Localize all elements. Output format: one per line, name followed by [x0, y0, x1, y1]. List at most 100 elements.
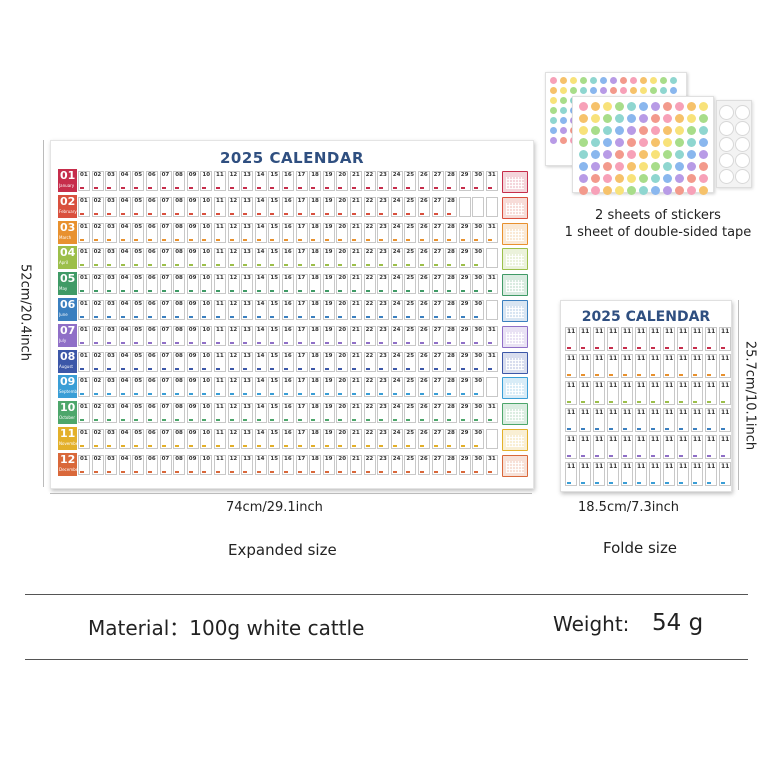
day-number: 31: [488, 352, 496, 359]
weekday-mark: [365, 238, 370, 241]
weekday-mark: [488, 341, 492, 344]
day-number: 14: [256, 275, 265, 282]
day-cell: 20: [336, 274, 349, 295]
day-cell: 26: [418, 429, 430, 449]
day-number: 23: [379, 249, 387, 256]
day-cell: 31: [486, 325, 498, 346]
weekday-mark: [707, 482, 711, 484]
weekday-mark: [392, 445, 397, 447]
weekday-mark: [637, 428, 641, 430]
day-cell: 03: [105, 196, 118, 217]
day-number: 29: [460, 275, 469, 282]
weekday-mark: [693, 347, 697, 349]
day-cell: 02: [91, 377, 104, 398]
day-number: 08: [175, 249, 183, 256]
weekday-mark: [379, 470, 384, 473]
day-number: 19: [324, 172, 333, 178]
day-cell: 24: [390, 300, 403, 320]
sticker-dot: [675, 150, 684, 159]
day-cell: 27: [431, 325, 444, 346]
day-number: 28: [447, 430, 455, 436]
day-number: 23: [379, 455, 387, 462]
month-name: March: [59, 234, 72, 240]
day-cell: 10: [200, 325, 213, 346]
day-cell: 24: [390, 196, 403, 217]
weekday-mark: [216, 470, 220, 473]
day-cell: 03: [105, 222, 118, 243]
day-number: 02: [93, 326, 102, 333]
day-cell: 16: [282, 171, 294, 191]
tape-dot: [719, 121, 734, 136]
weekday-mark: [665, 401, 669, 403]
folded-day-number: 11: [651, 436, 660, 443]
height-dimension-line: [43, 140, 44, 487]
weekday-mark: [284, 393, 288, 396]
folded-day-number: 11: [567, 382, 576, 389]
weekday-mark: [216, 238, 220, 241]
folded-day-number: 11: [595, 409, 604, 416]
sticker-dot: [699, 174, 708, 183]
day-number: 02: [93, 172, 102, 178]
weekday-mark: [270, 367, 275, 370]
sticker-dot: [591, 162, 600, 171]
sticker-dot: [670, 87, 677, 94]
day-number: 23: [379, 404, 387, 411]
folded-day-cell: 11: [635, 408, 647, 432]
weekday-mark: [175, 212, 180, 215]
weekday-mark: [324, 470, 329, 473]
sticker-dot: [663, 162, 672, 171]
day-number: 18: [311, 172, 319, 178]
day-cell: 17: [295, 325, 308, 346]
day-number: 25: [406, 301, 415, 307]
weekday-mark: [338, 264, 343, 267]
day-cell: 25: [404, 222, 417, 243]
day-number: 01: [80, 455, 88, 462]
weekday-mark: [243, 316, 248, 318]
weekday-mark: [297, 187, 302, 189]
day-number: 13: [243, 378, 251, 385]
day-number: 18: [311, 275, 319, 282]
day-number: 10: [202, 455, 211, 462]
day-cell: 03: [105, 325, 118, 346]
day-number: 23: [379, 172, 387, 178]
sticker-dot: [590, 77, 597, 84]
folded-day-number: 11: [581, 436, 590, 443]
weekday-mark: [311, 316, 316, 318]
weekday-mark: [256, 393, 261, 396]
day-cell: 20: [336, 403, 349, 424]
day-number: 03: [107, 197, 115, 204]
day-number: 13: [243, 223, 251, 230]
month-tab: 08 August: [58, 349, 77, 373]
day-number: 19: [324, 275, 333, 282]
sticker-dot: [620, 77, 627, 84]
weekday-mark: [148, 367, 152, 370]
weekday-mark: [352, 470, 356, 473]
folded-day-cell: 11: [621, 327, 633, 351]
sticker-dot: [699, 162, 708, 171]
weekday-mark: [243, 393, 248, 396]
folded-day-number: 11: [609, 463, 618, 470]
day-cell: 05: [132, 222, 145, 243]
weekday-mark: [665, 455, 669, 457]
day-cell: 14: [254, 377, 267, 398]
weekday-mark: [392, 238, 397, 241]
weekday-mark: [161, 367, 166, 370]
day-cell: 12: [227, 377, 240, 398]
day-number: 11: [216, 223, 224, 230]
folded-day-number: 11: [581, 409, 590, 416]
day-number: 10: [202, 352, 211, 359]
day-number: 30: [474, 455, 483, 462]
day-cell: 08: [173, 377, 186, 398]
folded-day-cell: 11: [705, 435, 717, 459]
day-number: 01: [80, 378, 88, 385]
weekday-mark: [120, 212, 125, 215]
day-number: 25: [406, 352, 415, 359]
sticker-dot: [579, 138, 588, 147]
day-cell: 11: [214, 403, 226, 424]
day-cell: 27: [431, 222, 444, 243]
day-cell: 08: [173, 196, 186, 217]
day-cell: 28: [445, 325, 458, 346]
folded-day-cell: 11: [719, 408, 731, 432]
folded-day-cell: 11: [649, 327, 661, 351]
day-cell: 23: [377, 274, 390, 295]
